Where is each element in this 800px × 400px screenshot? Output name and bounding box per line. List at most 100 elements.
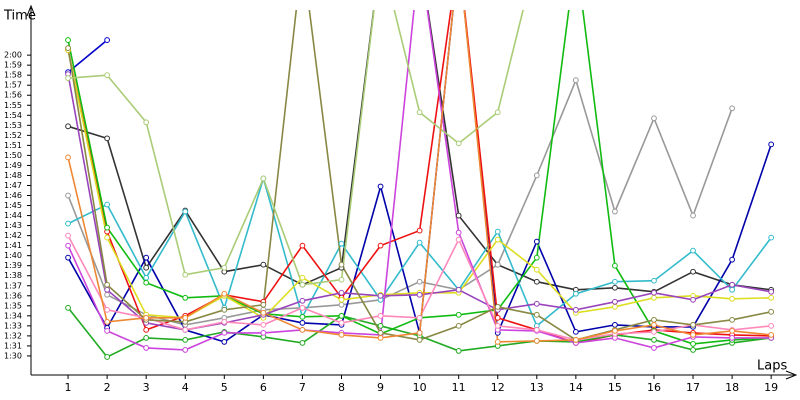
data-point — [416, 278, 423, 285]
data-point — [729, 286, 736, 293]
data-point — [729, 316, 736, 323]
data-point — [494, 228, 501, 235]
y-axis-label: Time — [3, 9, 36, 24]
y-tick-label: 1:43 — [4, 221, 22, 230]
data-point — [690, 321, 696, 328]
data-point — [377, 292, 384, 299]
data-point — [104, 318, 111, 325]
data-point — [338, 331, 345, 338]
data-point — [416, 314, 423, 321]
y-tick-label: 1:46 — [4, 191, 22, 200]
x-tick-label: 12 — [491, 381, 505, 394]
y-tick-label: 1:51 — [4, 141, 22, 150]
x-axis-label: Laps — [757, 359, 787, 374]
x-tick-label: 16 — [647, 381, 661, 394]
data-point — [494, 314, 501, 321]
data-point — [416, 239, 423, 246]
data-point — [338, 301, 345, 308]
x-tick-label: 1 — [65, 381, 72, 394]
data-point — [612, 303, 618, 310]
data-point — [377, 329, 384, 336]
data-point — [377, 322, 384, 329]
data-point — [572, 290, 579, 297]
data-point — [729, 334, 736, 341]
data-point — [690, 212, 696, 219]
y-tick-label: 1:53 — [4, 121, 22, 130]
data-point — [143, 254, 150, 261]
data-point — [416, 291, 423, 298]
x-tick-label: 8 — [338, 381, 345, 394]
data-point — [299, 281, 306, 288]
data-point — [533, 338, 540, 344]
data-point — [494, 109, 501, 116]
data-point — [690, 331, 696, 338]
y-tick-label: 1:40 — [4, 251, 22, 260]
data-point — [260, 329, 267, 336]
data-point — [299, 242, 306, 249]
data-point — [455, 286, 462, 293]
data-point — [612, 327, 618, 334]
data-point — [533, 238, 540, 245]
data-point — [377, 183, 384, 190]
data-point — [768, 294, 775, 301]
data-point — [338, 289, 345, 296]
data-point — [651, 294, 657, 301]
y-tick-label: 1:57 — [4, 81, 22, 90]
data-point — [299, 274, 306, 281]
data-point — [338, 276, 345, 283]
data-point — [143, 345, 150, 351]
data-point — [768, 308, 775, 315]
data-point — [533, 266, 540, 273]
data-point — [65, 75, 71, 82]
data-point — [494, 303, 501, 310]
data-point — [455, 140, 462, 147]
data-point — [143, 279, 150, 286]
data-point — [104, 354, 111, 360]
y-tick-label: 1:34 — [4, 311, 22, 320]
data-point — [104, 291, 111, 298]
y-axis-arrow — [26, 4, 36, 17]
data-point — [494, 322, 501, 329]
y-tick-label: 1:31 — [4, 341, 22, 350]
data-point — [260, 175, 267, 182]
y-tick-label: 1:42 — [4, 231, 22, 240]
y-tick-label: 1:37 — [4, 281, 22, 290]
data-point — [651, 328, 657, 335]
y-tick-label: 1:50 — [4, 151, 22, 160]
x-tick-label: 13 — [530, 381, 544, 394]
y-tick-label: 1:52 — [4, 131, 22, 140]
data-point — [377, 312, 384, 319]
x-tick-label: 5 — [221, 381, 228, 394]
data-point — [729, 105, 736, 112]
data-point — [377, 334, 384, 341]
data-point — [299, 319, 306, 326]
data-point — [729, 256, 736, 263]
plot-area — [65, 10, 775, 360]
data-point — [533, 311, 540, 318]
data-point — [572, 77, 579, 84]
data-point — [338, 240, 345, 247]
data-point — [104, 72, 111, 79]
y-tick-label: 1:39 — [4, 261, 22, 270]
data-point — [612, 208, 618, 215]
data-point — [416, 227, 423, 234]
y-tick-label: 1:59 — [4, 61, 22, 70]
data-point — [612, 321, 618, 328]
data-point — [143, 264, 150, 271]
y-tick-label: 1:45 — [4, 201, 22, 210]
y-tick-label: 1:41 — [4, 241, 22, 250]
series-line — [67, 77, 733, 326]
data-point — [221, 306, 228, 313]
data-point — [104, 306, 111, 313]
y-tick-label: 1:36 — [4, 291, 22, 300]
data-point — [182, 337, 189, 343]
data-point — [612, 298, 618, 305]
data-point — [104, 286, 111, 293]
data-point — [338, 296, 345, 303]
data-point — [65, 304, 71, 311]
data-point — [182, 347, 189, 353]
data-point — [221, 264, 228, 271]
y-tick-label: 1:49 — [4, 161, 22, 170]
